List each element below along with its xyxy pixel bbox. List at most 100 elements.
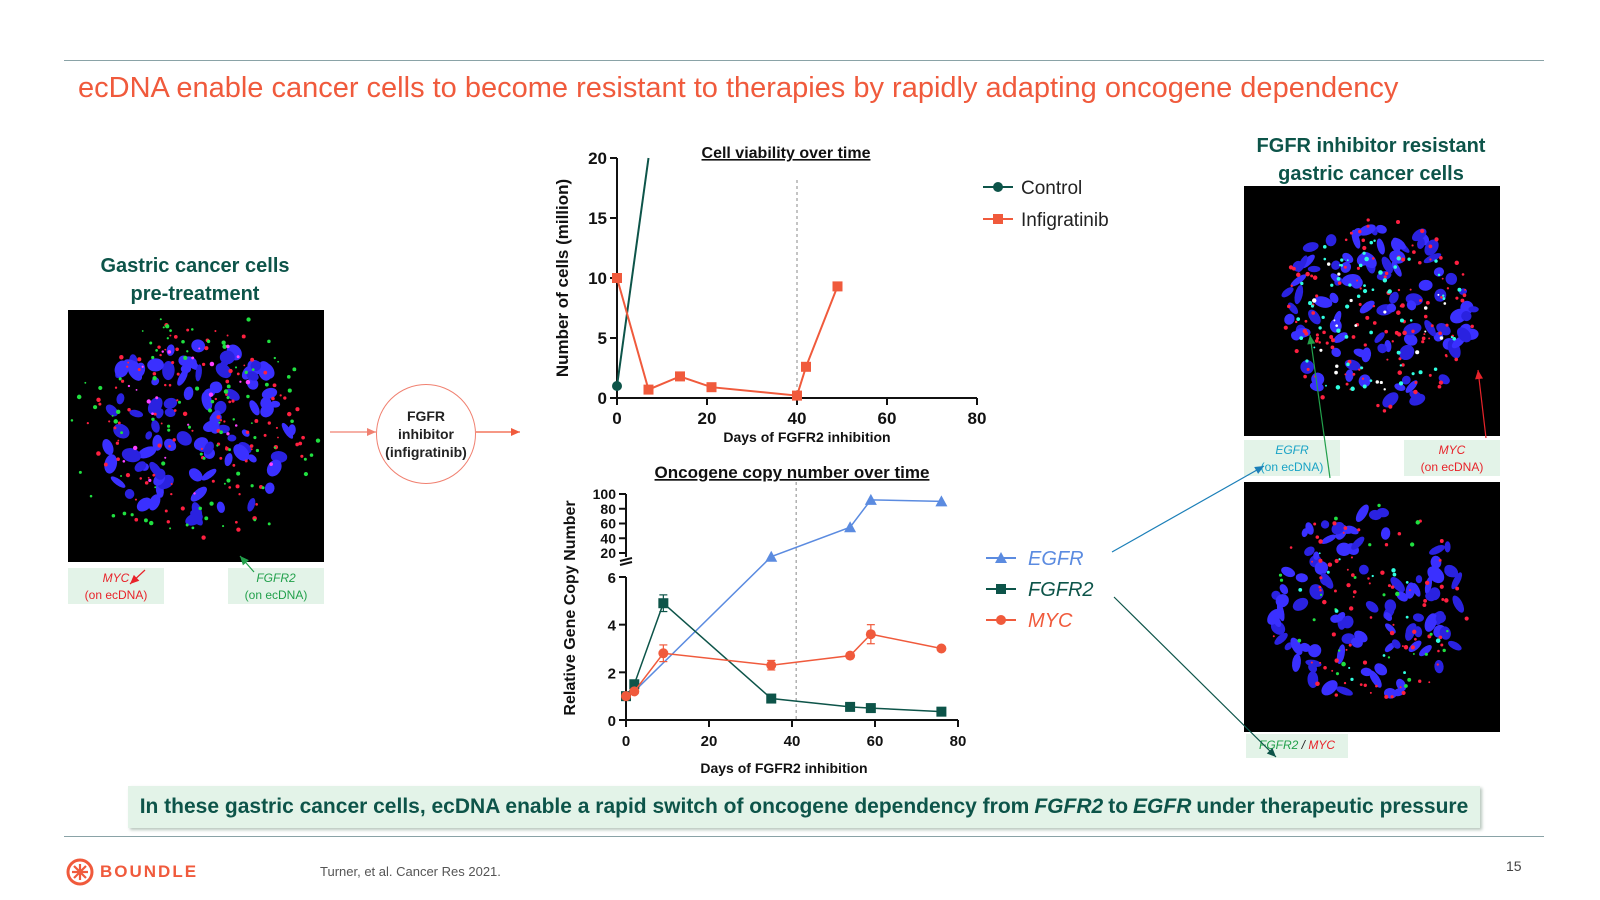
fish-signal-dot <box>225 446 228 449</box>
chromosome-blob <box>1423 253 1442 264</box>
fish-signal-dot <box>1405 615 1409 619</box>
chromosome-blob <box>1374 332 1385 343</box>
fish-signal-dot <box>115 441 119 445</box>
treatment-line2: inhibitor <box>398 426 454 442</box>
fish-signal-dot <box>126 365 129 368</box>
summary-part1: In these gastric cancer cells, ecDNA ena… <box>139 795 1030 818</box>
chromosome-blob <box>1353 348 1368 358</box>
fish-signal-dot <box>235 484 240 489</box>
fish-signal-dot <box>1403 684 1408 688</box>
fish-signal-dot <box>1323 257 1327 261</box>
chromosome-blob <box>204 441 214 455</box>
fish-signal-dot <box>214 397 218 401</box>
fish-signal-dot <box>167 350 172 354</box>
fish-signal-dot <box>1342 531 1345 534</box>
fish-signal-dot <box>251 368 255 372</box>
fish-signal-dot <box>1415 520 1420 525</box>
chart2-point-fgfr2 <box>845 701 856 712</box>
fish-signal-dot <box>1316 336 1320 340</box>
chromosome-blob <box>1295 573 1308 583</box>
fish-signal-dot <box>1331 632 1336 637</box>
chart2-legend-marker-egfr <box>995 552 1007 563</box>
myc-resistant-pointer-arrow <box>1475 369 1487 439</box>
fish-signal-dot <box>234 366 238 369</box>
fish-signal-dot <box>1368 582 1371 585</box>
fish-signal-dot <box>1439 256 1443 260</box>
fish-signal-dot <box>98 385 103 391</box>
fish-signal-dot <box>1470 324 1474 329</box>
fish-signal-dot <box>1362 660 1368 665</box>
chromosome-blob <box>1313 296 1333 308</box>
fish-signal-dot <box>1356 294 1361 299</box>
chromosome-blob <box>1358 224 1376 236</box>
fish-signal-dot <box>141 330 144 332</box>
fish-signal-dot <box>181 339 185 344</box>
fish-signal-dot <box>1454 357 1459 362</box>
resistant-cell-image-top <box>1244 186 1500 436</box>
fish-signal-dot <box>1403 645 1409 650</box>
chart2-point-myc <box>621 691 631 702</box>
chart2-series-fgfr2: FGFR2 <box>621 579 1094 717</box>
chromosome-blob <box>1341 274 1361 287</box>
chromosome-blob <box>177 369 188 386</box>
chart1-series-control: Control <box>612 157 1082 391</box>
arrow-to-treatment-head <box>367 428 376 436</box>
chromosome-blob <box>1351 536 1365 550</box>
chromosome-blob <box>105 404 118 417</box>
fish-signal-dot <box>1401 645 1404 647</box>
fish-signal-dot <box>1369 691 1372 694</box>
chart2-point-myc <box>658 648 669 659</box>
chromosome-blob <box>164 438 177 451</box>
fish-signal-dot <box>1336 328 1341 333</box>
fish-signal-dot <box>137 368 141 372</box>
fish-signal-dot <box>159 318 162 321</box>
chromosome-blob <box>1304 546 1315 556</box>
fish-signal-dot <box>223 482 226 485</box>
fish-signal-dot <box>1344 334 1349 339</box>
chromosome-blob <box>1321 534 1337 544</box>
chart2-y-tick-label: 20 <box>600 545 616 561</box>
fish-signal-dot <box>303 457 307 461</box>
fish-signal-dot <box>157 443 162 448</box>
chromosome-blob <box>1313 551 1320 561</box>
summary-part3: under therapeutic pressure <box>1196 795 1469 818</box>
fish-signal-dot <box>1439 336 1444 340</box>
fish-signal-dot <box>1292 266 1296 271</box>
fish-signal-dot <box>226 384 231 389</box>
fish-signal-dot <box>1434 237 1439 242</box>
fish-signal-dot <box>1333 319 1336 322</box>
chromosome-blob <box>185 512 203 526</box>
fish-signal-dot <box>1353 575 1357 579</box>
fish-signal-dot <box>1412 629 1417 634</box>
fish-signal-dot <box>1454 260 1459 266</box>
fish-signal-dot <box>191 328 194 331</box>
chromosome-blob <box>1419 645 1432 657</box>
chromosome-blob <box>224 453 233 467</box>
chart2-point-fgfr2 <box>865 703 876 714</box>
fish-signal-dot <box>269 462 273 467</box>
fish-signal-dot <box>1323 666 1327 670</box>
fish-signal-dot <box>1288 265 1294 270</box>
fish-signal-dot <box>1437 384 1442 389</box>
fish-signal-dot <box>1442 648 1446 653</box>
logo-icon <box>66 858 94 886</box>
chromosome-blob <box>1409 390 1422 401</box>
fish-signal-dot <box>176 372 180 376</box>
chromosome-blob <box>1345 369 1354 382</box>
fish-signal-dot <box>144 481 149 485</box>
fish-signal-dot <box>1438 635 1443 640</box>
fish-signal-dot <box>135 388 138 391</box>
fish-signal-dot <box>209 361 215 367</box>
fish-signal-dot <box>176 399 179 402</box>
fish-signal-dot <box>1337 281 1342 285</box>
fish-signal-dot <box>228 400 232 404</box>
fish-signal-dot <box>1439 539 1444 543</box>
fish-signal-dot <box>1352 590 1357 594</box>
fish-signal-dot <box>1435 638 1441 643</box>
chromosome-blob <box>1444 564 1459 578</box>
fish-signal-dot <box>218 421 221 424</box>
chart1-point-infigratinib <box>643 384 654 395</box>
fish-signal-dot <box>166 520 170 524</box>
chromosome-blob <box>1331 347 1341 358</box>
